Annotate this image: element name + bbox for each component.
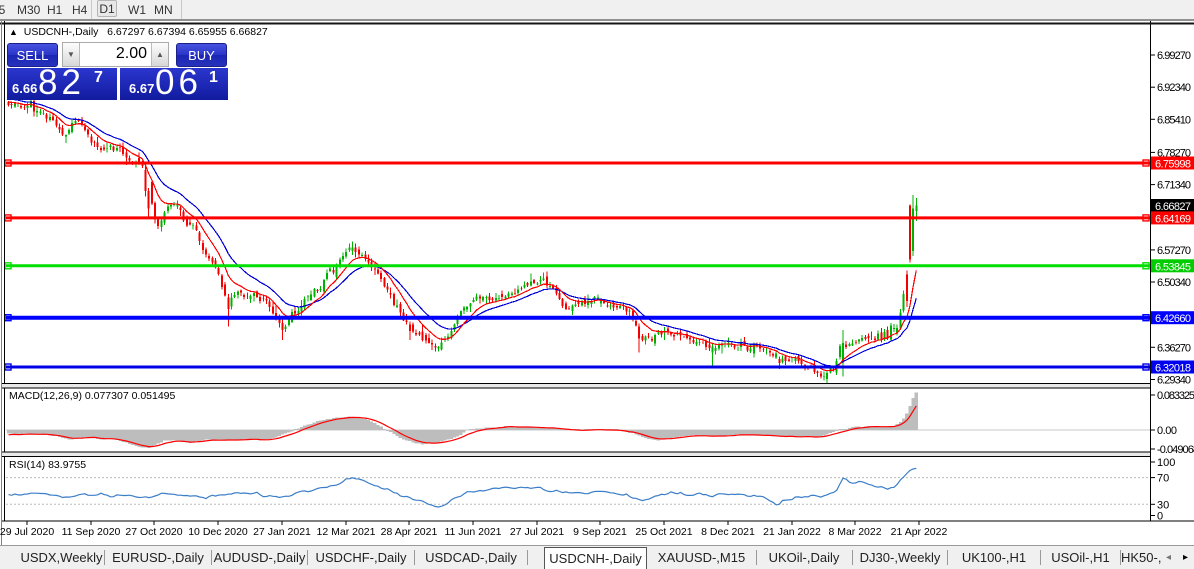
svg-text:6.85410: 6.85410 — [1157, 114, 1191, 126]
svg-text:0.083325: 0.083325 — [1157, 390, 1194, 402]
svg-text:70: 70 — [1157, 473, 1169, 485]
svg-text:11 Sep 2020: 11 Sep 2020 — [62, 526, 121, 538]
svg-text:29 Jul 2020: 29 Jul 2020 — [0, 526, 54, 538]
svg-text:6.32018: 6.32018 — [1155, 363, 1191, 375]
svg-text:6.71340: 6.71340 — [1157, 180, 1191, 192]
svg-text:8 Dec 2021: 8 Dec 2021 — [701, 526, 755, 538]
svg-text:21 Jan 2022: 21 Jan 2022 — [763, 526, 821, 538]
svg-text:12 Mar 2021: 12 Mar 2021 — [317, 526, 376, 538]
svg-text:6.66827: 6.66827 — [1155, 201, 1191, 213]
svg-text:30: 30 — [1157, 499, 1169, 511]
svg-text:21 Apr 2022: 21 Apr 2022 — [891, 526, 948, 538]
svg-text:27 Oct 2020: 27 Oct 2020 — [125, 526, 182, 538]
svg-text:100: 100 — [1157, 457, 1175, 469]
svg-text:9 Sep 2021: 9 Sep 2021 — [573, 526, 627, 538]
svg-text:6.36270: 6.36270 — [1157, 342, 1191, 354]
svg-text:10 Dec 2020: 10 Dec 2020 — [188, 526, 248, 538]
svg-text:6.50340: 6.50340 — [1157, 277, 1191, 289]
svg-text:11 Jun 2021: 11 Jun 2021 — [444, 526, 501, 538]
svg-text:6.57270: 6.57270 — [1157, 245, 1191, 257]
svg-text:6.78270: 6.78270 — [1157, 147, 1191, 159]
svg-text:6.92340: 6.92340 — [1157, 82, 1191, 94]
svg-text:27 Jan 2021: 27 Jan 2021 — [253, 526, 311, 538]
svg-text:6.99270: 6.99270 — [1157, 50, 1191, 62]
svg-text:6.29340: 6.29340 — [1157, 375, 1191, 387]
svg-text:0: 0 — [1157, 511, 1163, 523]
svg-text:-0.049068: -0.049068 — [1157, 444, 1194, 456]
svg-text:6.75998: 6.75998 — [1155, 159, 1191, 171]
svg-text:28 Apr 2021: 28 Apr 2021 — [381, 526, 438, 538]
svg-text:6.64169: 6.64169 — [1155, 213, 1191, 225]
svg-text:6.53845: 6.53845 — [1155, 261, 1191, 273]
svg-text:27 Jul 2021: 27 Jul 2021 — [510, 526, 564, 538]
svg-text:25 Oct 2021: 25 Oct 2021 — [635, 526, 692, 538]
svg-text:6.42660: 6.42660 — [1155, 313, 1191, 325]
svg-text:0.00: 0.00 — [1157, 425, 1177, 437]
svg-text:8 Mar 2022: 8 Mar 2022 — [828, 526, 881, 538]
